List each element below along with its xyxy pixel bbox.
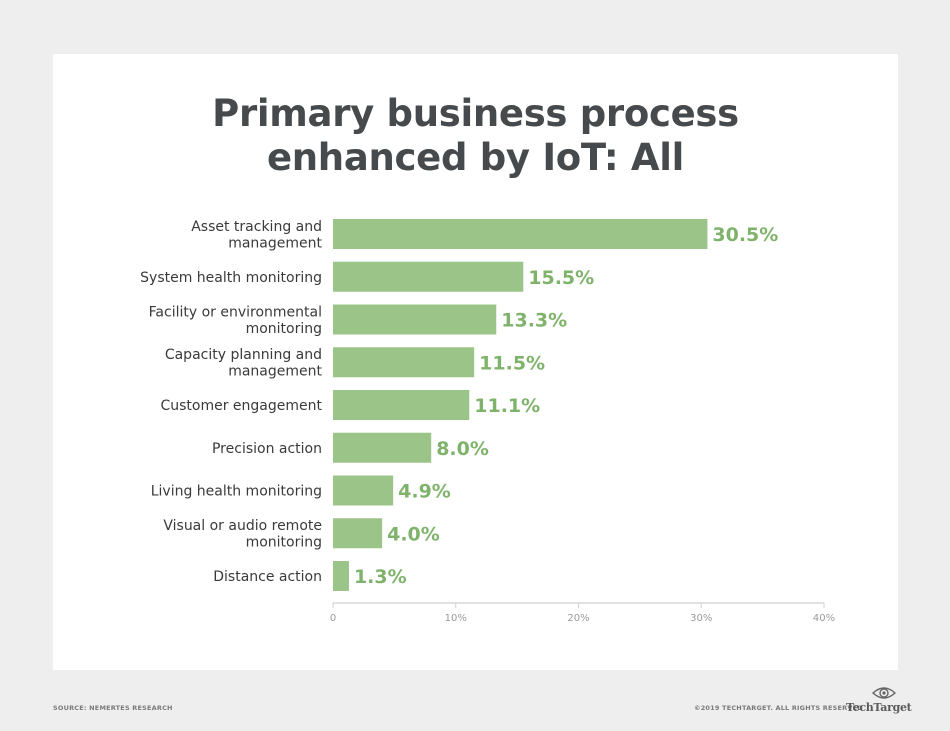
value-label: 13.3% bbox=[501, 310, 567, 332]
x-tick-label: 40% bbox=[813, 613, 835, 624]
bar bbox=[333, 347, 475, 378]
eye-icon bbox=[871, 687, 897, 699]
x-tick-label: 20% bbox=[567, 613, 589, 624]
bar bbox=[333, 390, 470, 420]
value-label: 11.1% bbox=[474, 395, 540, 417]
x-tick-label: 10% bbox=[445, 613, 467, 624]
category-label: Asset tracking and bbox=[191, 219, 322, 235]
category-label: System health monitoring bbox=[140, 270, 322, 286]
value-label: 11.5% bbox=[479, 352, 545, 374]
bar bbox=[333, 475, 394, 506]
techtarget-logo: TechTarget bbox=[846, 684, 912, 716]
chart-title: Primary business process enhanced by IoT… bbox=[53, 92, 898, 180]
bar bbox=[333, 561, 349, 591]
chart-title-line-2: enhanced by IoT: All bbox=[266, 136, 685, 179]
value-label: 30.5% bbox=[712, 224, 778, 246]
bar bbox=[333, 261, 524, 292]
value-label: 8.0% bbox=[436, 438, 489, 460]
logo-text: TechTarget bbox=[846, 701, 912, 714]
value-label: 4.9% bbox=[398, 481, 451, 503]
value-label: 1.3% bbox=[354, 566, 407, 588]
bar bbox=[333, 518, 383, 549]
category-label: Visual or audio remote bbox=[163, 518, 322, 534]
category-label: Capacity planning and bbox=[165, 347, 322, 363]
chart-card bbox=[53, 54, 898, 670]
x-tick-label: 30% bbox=[690, 613, 712, 624]
copyright-note: ©2019 TECHTARGET. ALL RIGHTS RESERVED bbox=[694, 704, 863, 712]
category-label: Living health monitoring bbox=[151, 484, 322, 500]
category-label: Distance action bbox=[213, 569, 322, 585]
value-label: 15.5% bbox=[528, 267, 594, 289]
category-label: Customer engagement bbox=[160, 398, 322, 414]
category-label: Facility or environmental bbox=[149, 304, 322, 320]
source-note: SOURCE: NEMERTES RESEARCH bbox=[53, 704, 173, 712]
bar bbox=[333, 432, 432, 463]
category-label: monitoring bbox=[246, 321, 322, 337]
category-label: management bbox=[228, 235, 322, 251]
x-tick-label: 0 bbox=[330, 613, 336, 624]
category-label: monitoring bbox=[246, 535, 322, 551]
category-label: management bbox=[228, 364, 322, 380]
category-label: Precision action bbox=[212, 441, 322, 457]
chart-title-line-1: Primary business process bbox=[212, 92, 739, 135]
bar bbox=[333, 304, 497, 335]
value-label: 4.0% bbox=[387, 523, 440, 545]
bar bbox=[333, 219, 708, 249]
